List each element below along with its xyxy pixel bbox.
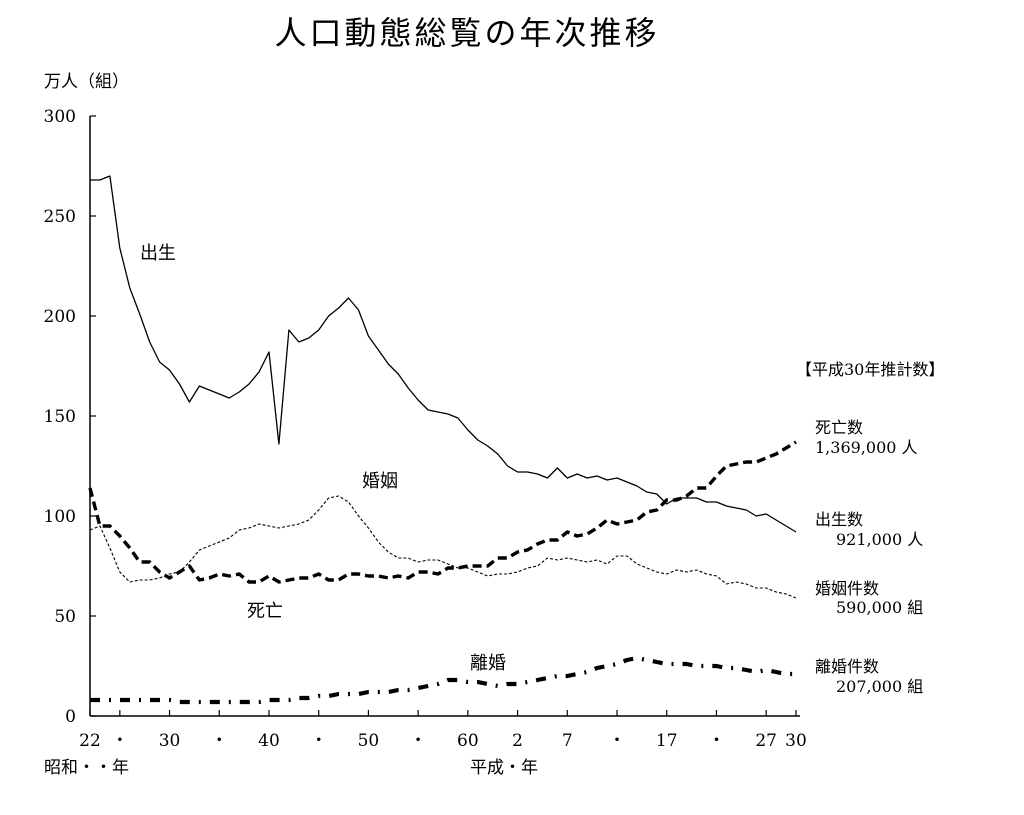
x-tick-label: 2 — [512, 731, 523, 751]
x-tick-label: 40 — [258, 731, 280, 751]
y-tick-label: 50 — [54, 607, 76, 627]
series-line-marriages — [89, 495, 797, 599]
x-tick-label: 22 — [79, 731, 101, 751]
x-ticks: 22 ・ 30 ・ 40 ・ 50 ・ 60 2 7 ・ 17 ・ 27 30 — [79, 710, 807, 751]
endnote-marriages-name: 婚姻件数 — [815, 579, 879, 598]
x-tick-label: ・ — [111, 731, 128, 751]
series-line-divorces — [90, 655, 796, 705]
series-line-births — [90, 175, 797, 533]
endnote-deaths-value: 1,369,000 人 — [815, 438, 918, 457]
endnote-marriages: 婚姻件数 590,000 組 — [815, 579, 923, 617]
x-tick-label: ・ — [708, 731, 725, 751]
era-label-heisei: 平成・年 — [470, 758, 538, 778]
chart-title: 人口動態総覧の年次推移 — [274, 14, 659, 52]
endnote-births: 出生数 921,000 人 — [815, 510, 923, 549]
series-label-divorces: 離婚 — [470, 653, 506, 674]
series-label-marriages: 婚姻 — [362, 471, 398, 492]
endnote-births-value: 921,000 人 — [836, 530, 923, 549]
estimate-header: 【平成30年推計数】 — [796, 360, 944, 379]
era-label-showa: 昭和・・年 — [44, 758, 129, 778]
x-tick-label: ・ — [310, 731, 327, 751]
x-tick-label: 30 — [159, 731, 181, 751]
x-tick-label: ・ — [609, 731, 626, 751]
x-tick-label: 60 — [457, 731, 479, 751]
y-tick-label: 150 — [44, 407, 76, 427]
series-label-deaths: 死亡 — [247, 601, 283, 622]
x-tick-label: 7 — [562, 731, 573, 751]
endnote-births-name: 出生数 — [815, 510, 863, 529]
endnote-divorces-name: 離婚件数 — [815, 657, 879, 676]
endnote-marriages-value: 590,000 組 — [836, 598, 923, 617]
endnote-divorces: 離婚件数 207,000 組 — [815, 657, 923, 696]
y-tick-label: 200 — [44, 307, 76, 327]
y-axis-label: 万人（組） — [44, 72, 129, 92]
endnote-deaths: 死亡数 1,369,000 人 — [815, 418, 918, 457]
series-lines — [88, 175, 797, 705]
x-tick-label: 30 — [785, 731, 807, 751]
endnote-divorces-value: 207,000 組 — [836, 677, 923, 696]
x-tick-label: ・ — [410, 731, 427, 751]
endnote-deaths-name: 死亡数 — [815, 418, 863, 437]
y-tick-label: 100 — [44, 507, 76, 527]
x-tick-label: 27 — [755, 731, 777, 751]
y-tick-label: 0 — [65, 707, 76, 727]
axes — [89, 116, 800, 717]
y-tick-label: 250 — [44, 207, 76, 227]
series-label-births: 出生 — [140, 243, 176, 264]
x-tick-label: 50 — [358, 731, 380, 751]
x-tick-label: ・ — [211, 731, 228, 751]
series-line-deaths — [88, 440, 797, 584]
y-tick-label: 300 — [44, 107, 76, 127]
y-ticks: 0 50 100 150 200 250 300 — [44, 107, 96, 727]
x-tick-label: 17 — [656, 731, 678, 751]
